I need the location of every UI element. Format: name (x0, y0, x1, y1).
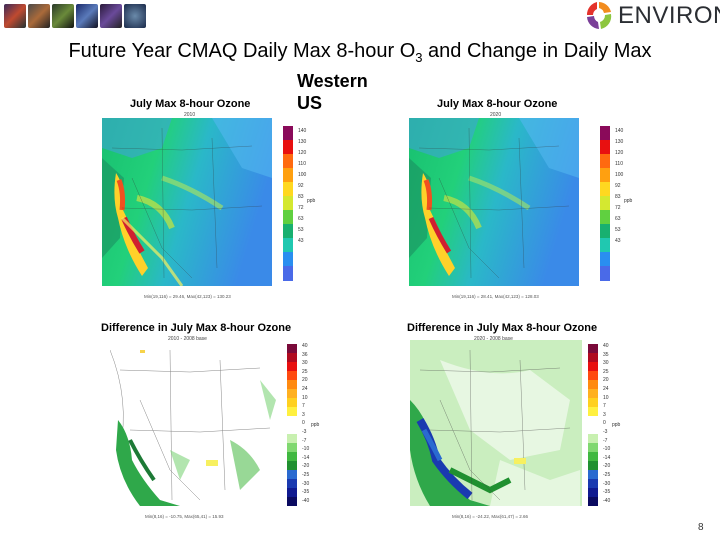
panel-year-bottom-right: 2020 - 2008 base (474, 336, 513, 342)
environ-logo-mark-icon (586, 2, 612, 29)
subtitle-line-2: US (297, 93, 323, 113)
map-stats-bottom-right: Min(8,16) = -24.22, Max(61,47) = 2.66 (452, 514, 529, 519)
logo-text: ENVIRON (618, 2, 720, 29)
panel-title-top-right: July Max 8-hour Ozone (437, 98, 558, 110)
map-stats-top-right: Min(19,116) = 28.41, Max(42,123) = 128.0… (452, 294, 539, 299)
subtitle-line-1: Western (297, 71, 368, 91)
thumbnail-3 (52, 4, 74, 28)
colorbar-labels-top-right: 140 130 120 110 100 92 83 72 63 53 43 (615, 128, 624, 244)
colorbar-top-right (600, 126, 610, 281)
thumbnail-1 (4, 4, 26, 28)
title-tail: and Change in Daily Max (422, 40, 652, 62)
panel-year-bottom-left: 2010 - 2008 base (168, 336, 207, 342)
map-stats-bottom-left: Min(8,16) = -10.75, Max(65,41) = 15.93 (145, 514, 224, 519)
colorbar-unit-bottom-right: ppb (612, 422, 621, 428)
thumbnail-6 (124, 4, 146, 28)
colorbar-unit-top-right: ppb (624, 198, 633, 204)
map-stats-top-left: Min(19,116) = 29.46, Max(42,123) = 130.2… (144, 294, 231, 299)
slide-title: Future Year CMAQ Daily Max 8-hour O3 and… (0, 40, 720, 65)
panel-year-top-left: 2010 (184, 112, 196, 118)
thumbnail-5 (100, 4, 122, 28)
colorbar-bottom-left (287, 344, 297, 506)
title-subscript: 3 (415, 50, 423, 65)
colorbar-labels-top-left: 140 130 120 110 100 92 83 72 63 53 43 (298, 128, 307, 244)
title-main: Future Year CMAQ Daily Max 8-hour O (68, 40, 416, 62)
colorbar-top-left (283, 126, 293, 281)
panel-title-bottom-right: Difference in July Max 8-hour Ozone (407, 322, 598, 334)
thumbnail-4 (76, 4, 98, 28)
colorbar-unit-bottom-left: ppb (311, 422, 320, 428)
panel-title-bottom-left: Difference in July Max 8-hour Ozone (101, 322, 292, 334)
panel-title-top-left: July Max 8-hour Ozone (130, 98, 251, 110)
slide-subtitle: Western US (297, 70, 368, 114)
thumbnail-2 (28, 4, 50, 28)
colorbar-unit-top-left: ppb (307, 198, 316, 204)
ozone-map-top-right (409, 118, 579, 286)
page-number: 8 (698, 522, 704, 533)
ozone-diff-map-bottom-right (410, 340, 582, 506)
ozone-diff-map-bottom-left (110, 340, 280, 506)
colorbar-bottom-right (588, 344, 598, 506)
header-thumbnail-strip (4, 4, 146, 30)
ozone-map-top-left (102, 118, 272, 286)
panel-year-top-right: 2020 (490, 112, 502, 118)
environ-logo: ENVIRON (584, 0, 720, 32)
